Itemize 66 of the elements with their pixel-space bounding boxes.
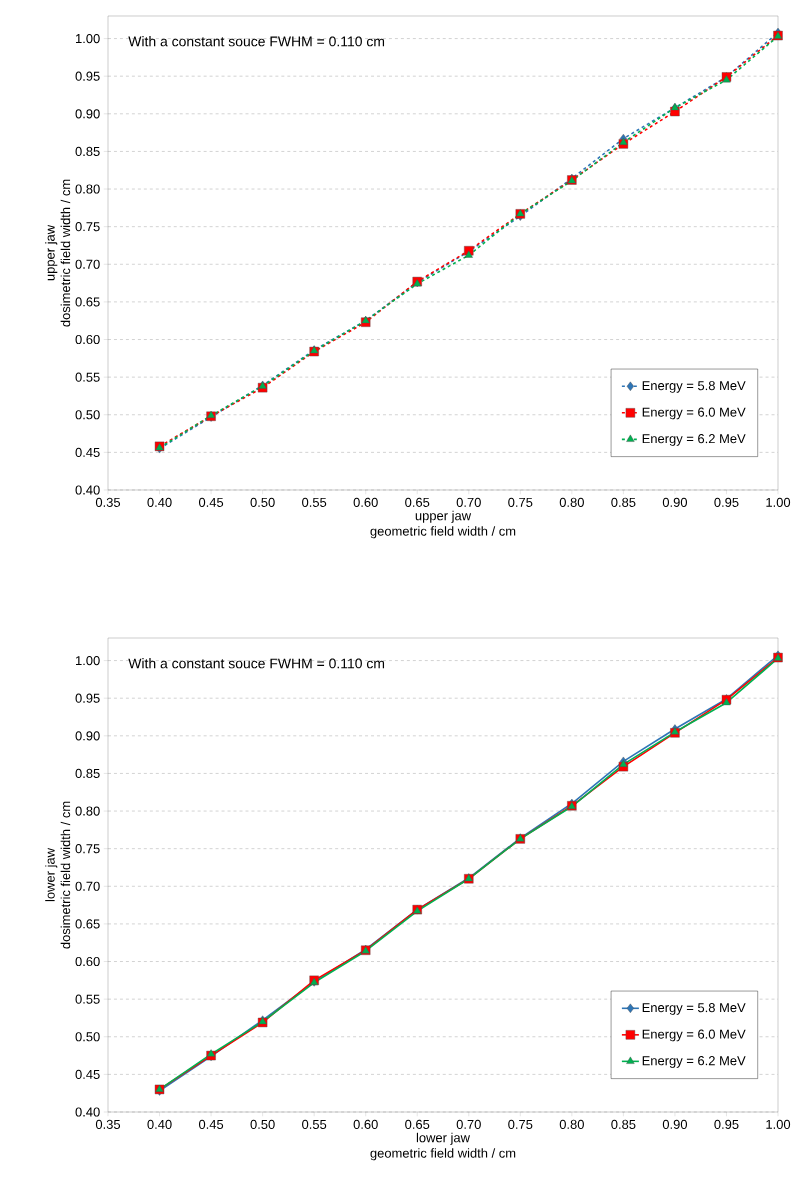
y-tick-label: 0.55 [75,994,100,1004]
x-tick-label: 0.65 [405,1119,430,1129]
x-tick-label: 0.65 [405,497,430,507]
y-tick-label: 0.90 [75,731,100,741]
legend-label: Energy = 6.2 MeV [642,434,746,446]
x-axis-title: lower jaw geometric field width / cm [370,1132,516,1161]
y-tick-label: 0.95 [75,693,100,703]
y-tick-label: 0.85 [75,146,100,157]
y-axis-title: lower jaw dosimetric field width / cm [45,801,71,949]
x-tick-label: 0.70 [456,1119,481,1129]
x-axis-title: upper jaw geometric field width / cm [370,510,516,539]
x-tick-label: 0.85 [611,497,636,507]
y-tick-label: 0.50 [75,1032,100,1042]
x-tick-label: 0.80 [559,1119,584,1129]
x-tick-label: 0.75 [508,1119,533,1129]
annotation: With a constant souce FWHM = 0.110 cm [128,658,385,669]
y-axis-title: upper jaw dosimetric field width / cm [45,179,71,327]
x-tick-label: 0.55 [302,497,327,507]
x-tick-label: 0.70 [456,497,481,507]
y-tick-label: 0.65 [75,297,100,307]
y-tick-label: 0.60 [75,334,100,345]
x-tick-label: 0.85 [611,1119,636,1129]
x-tick-label: 0.45 [198,1119,224,1129]
x-tick-label: 0.45 [198,497,224,507]
x-tick-label: 0.90 [662,1119,688,1129]
x-tick-label: 0.75 [508,497,533,507]
y-tick-label: 0.95 [75,71,100,81]
x-tick-label: 1.00 [766,1119,791,1129]
y-tick-label: 0.50 [75,410,100,420]
y-tick-label: 0.80 [75,806,100,816]
y-tick-label: 0.65 [75,919,100,929]
x-tick-label: 0.35 [95,1119,121,1129]
x-tick-label: 0.90 [662,497,688,507]
y-tick-label: 0.70 [75,259,100,269]
y-tick-label: 0.85 [75,768,100,779]
x-tick-label: 0.95 [714,1119,739,1129]
y-tick-label: 1.00 [76,33,100,44]
legend-label: Energy = 6.0 MeV [642,1029,746,1042]
x-tick-label: 1.00 [766,497,791,507]
x-tick-label: 0.40 [147,1119,172,1129]
legend-label: Energy = 6.2 MeV [642,1056,746,1068]
x-tick-label: 0.50 [250,1119,275,1129]
annotation: With a constant souce FWHM = 0.110 cm [128,36,385,47]
x-tick-label: 0.95 [714,497,739,507]
y-tick-label: 0.70 [75,881,100,891]
x-tick-label: 0.40 [147,497,172,507]
x-tick-label: 0.80 [559,497,584,507]
y-tick-label: 0.80 [75,184,100,194]
legend-label: Energy = 6.0 MeV [642,407,746,420]
y-tick-label: 0.45 [75,1069,100,1079]
legend-label: Energy = 5.8 MeV [642,1003,746,1015]
y-tick-label: 0.40 [75,485,100,495]
y-tick-label: 0.55 [75,372,100,382]
x-tick-label: 0.50 [250,497,275,507]
y-tick-label: 1.00 [76,655,100,666]
x-tick-label: 0.55 [302,1119,327,1129]
x-tick-label: 0.35 [95,497,121,507]
y-tick-label: 0.75 [75,222,100,232]
y-tick-label: 0.45 [75,447,100,457]
x-tick-label: 0.60 [353,1119,378,1129]
y-tick-label: 0.75 [75,844,100,854]
y-tick-label: 0.60 [75,956,100,967]
y-tick-label: 0.40 [75,1107,100,1117]
y-tick-label: 0.90 [75,109,100,119]
legend-label: Energy = 5.8 MeV [642,381,746,393]
x-tick-label: 0.60 [353,497,378,507]
